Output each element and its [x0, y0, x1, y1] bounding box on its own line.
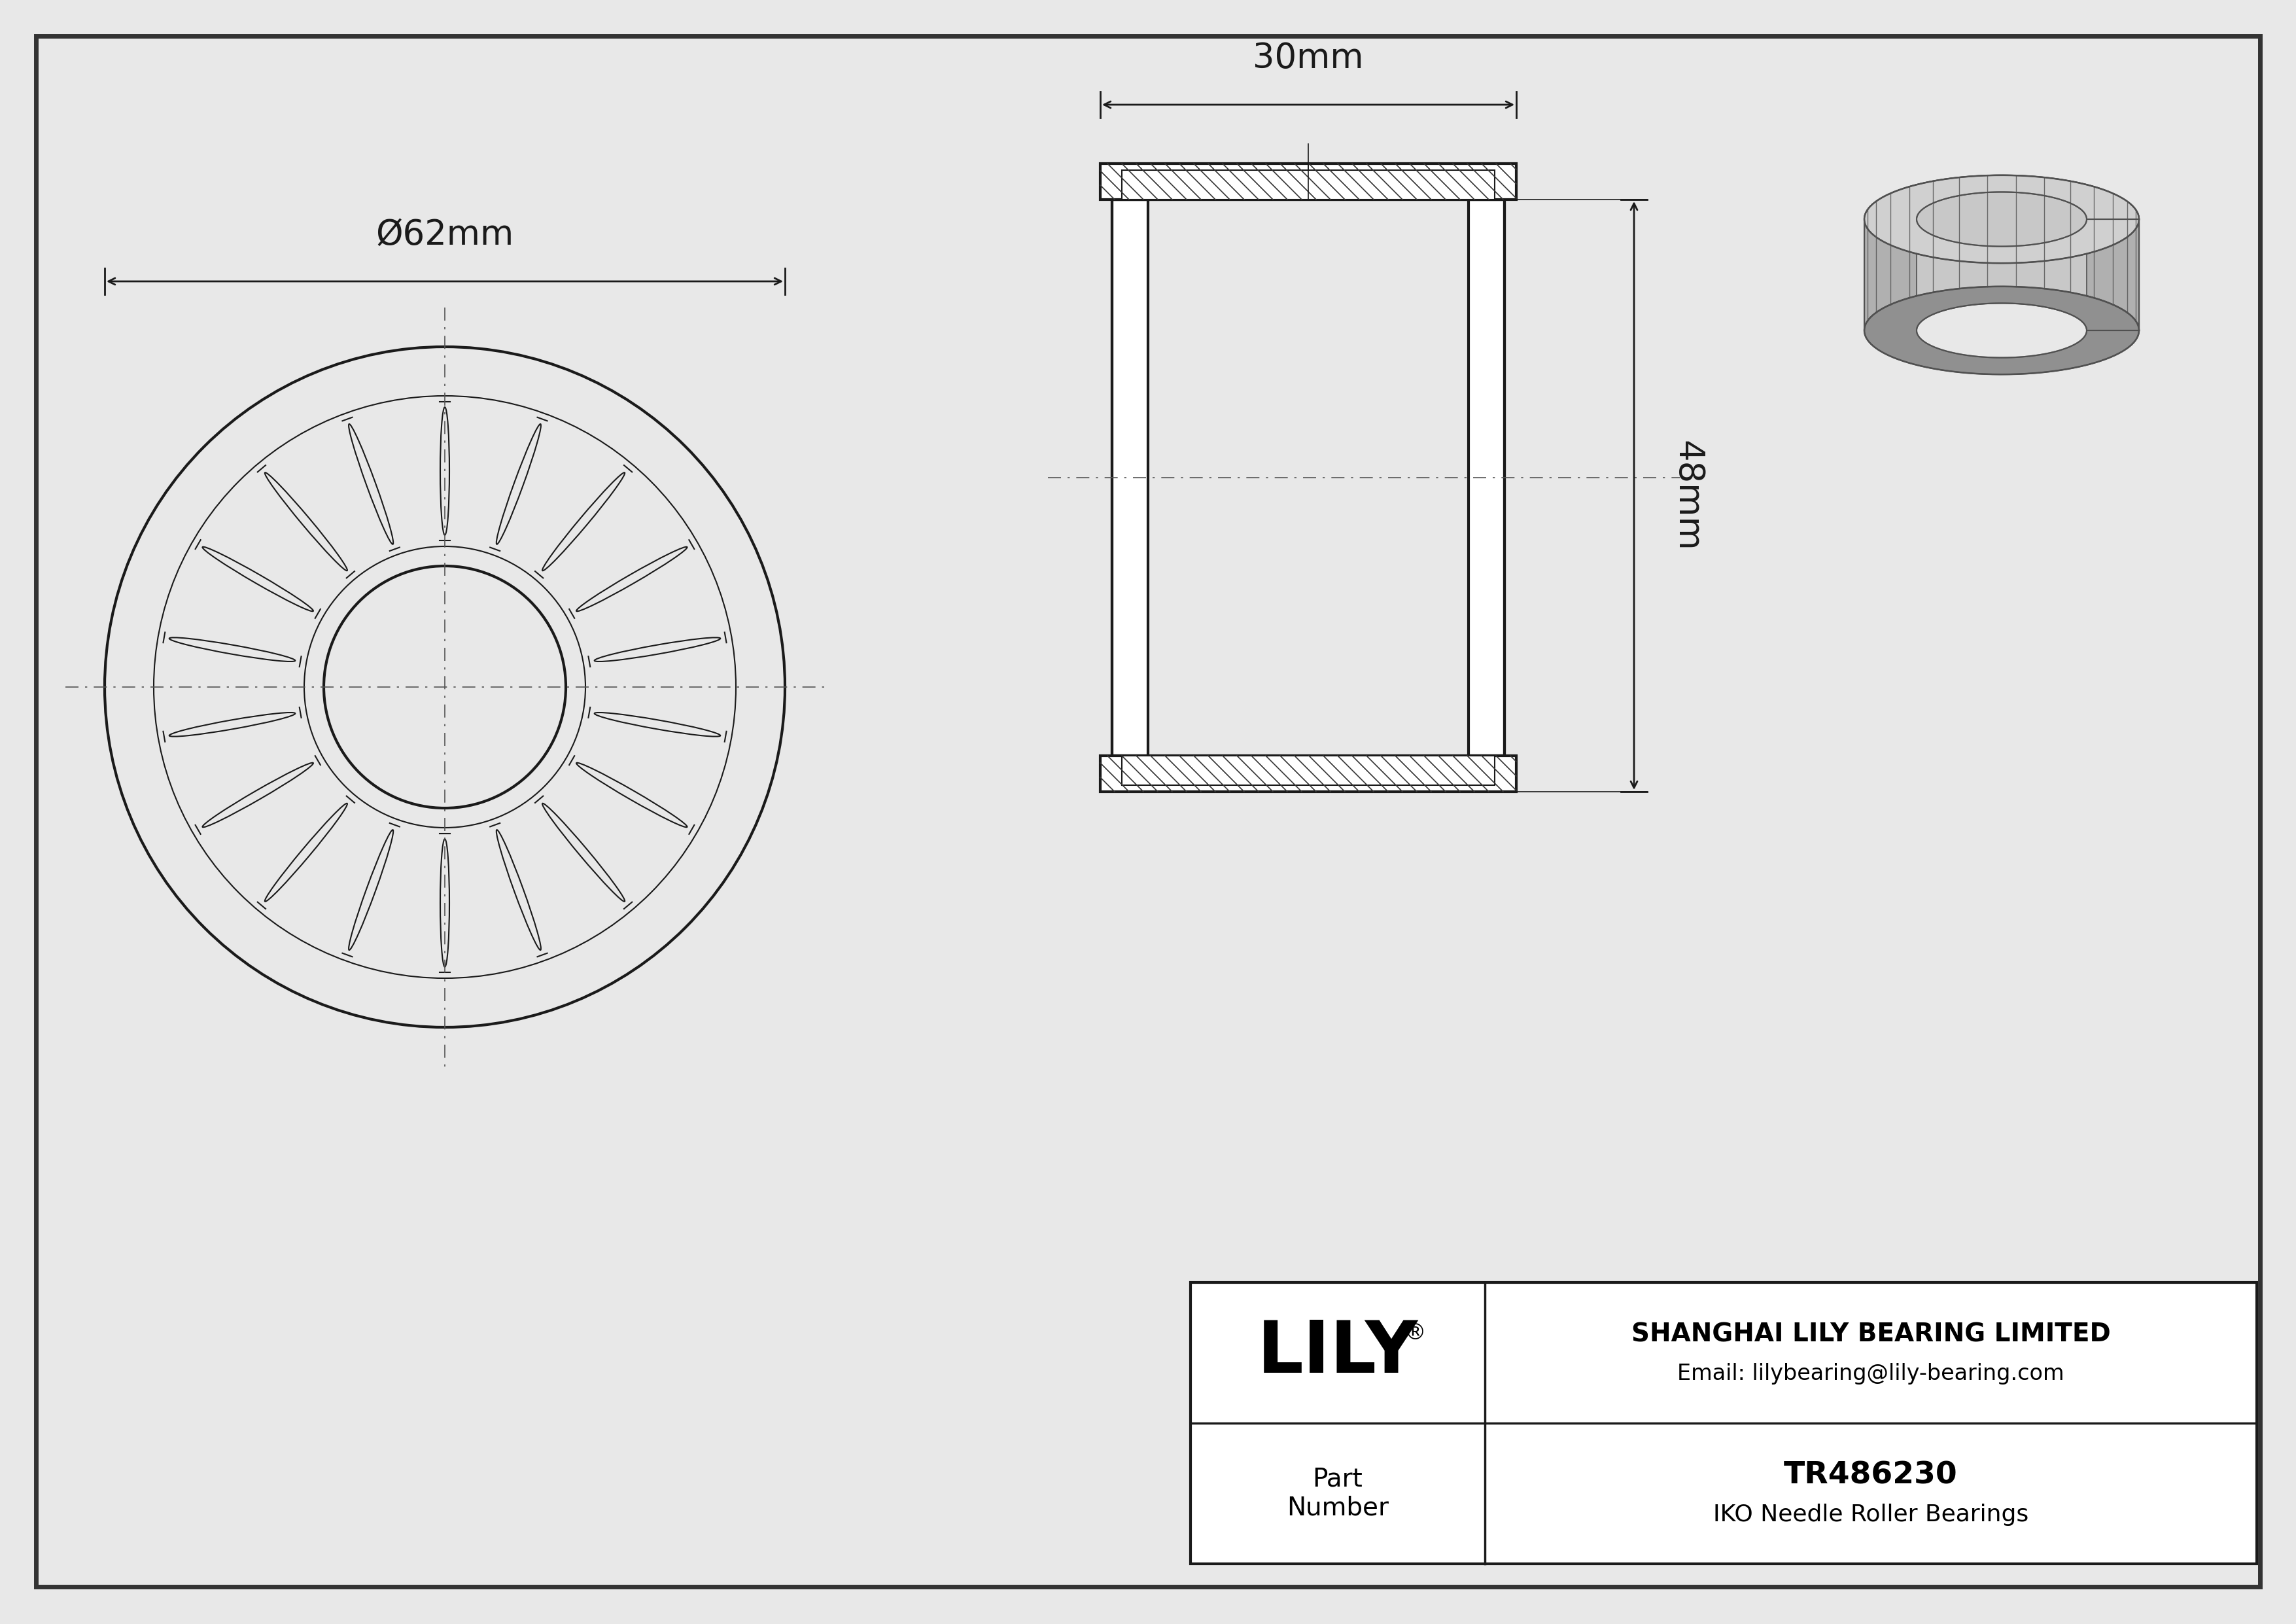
- Bar: [1469, 200, 1504, 755]
- Polygon shape: [1864, 286, 2140, 375]
- Text: IKO Needle Roller Bearings: IKO Needle Roller Bearings: [1713, 1504, 2030, 1525]
- Text: ®: ®: [1403, 1322, 1426, 1345]
- Text: SHANGHAI LILY BEARING LIMITED: SHANGHAI LILY BEARING LIMITED: [1630, 1322, 2110, 1346]
- Text: 30mm: 30mm: [1254, 41, 1364, 75]
- Bar: [1100, 755, 1515, 793]
- Text: LILY: LILY: [1258, 1317, 1419, 1389]
- Text: TR486230: TR486230: [1784, 1460, 1958, 1489]
- Bar: [1123, 755, 1495, 784]
- Bar: [1123, 171, 1495, 200]
- Bar: [1100, 164, 1515, 200]
- Text: Ø62mm: Ø62mm: [377, 218, 514, 252]
- Polygon shape: [1864, 175, 2140, 263]
- Bar: [1111, 200, 1148, 755]
- Text: 48mm: 48mm: [1669, 440, 1704, 551]
- Polygon shape: [1864, 175, 2140, 330]
- Text: Email: lilybearing@lily-bearing.com: Email: lilybearing@lily-bearing.com: [1678, 1363, 2064, 1385]
- Bar: [1192, 1283, 2257, 1564]
- Bar: [1111, 200, 1504, 755]
- Polygon shape: [1917, 192, 2087, 330]
- Text: Part
Number: Part Number: [1286, 1466, 1389, 1520]
